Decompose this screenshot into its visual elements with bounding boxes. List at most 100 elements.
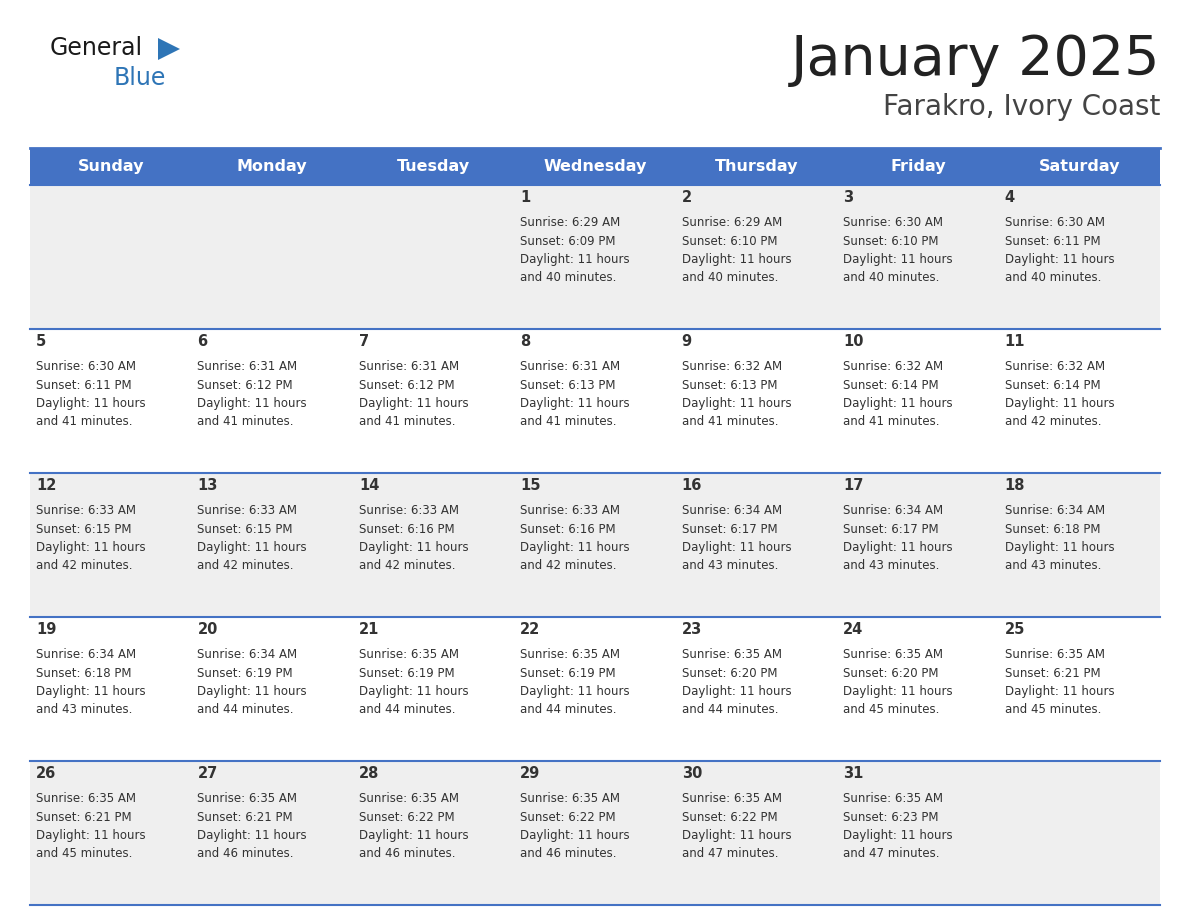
- Text: Sunrise: 6:30 AM: Sunrise: 6:30 AM: [843, 217, 943, 230]
- Text: Sunrise: 6:35 AM: Sunrise: 6:35 AM: [1005, 648, 1105, 661]
- Text: Sunday: Sunday: [77, 159, 144, 174]
- Text: 16: 16: [682, 478, 702, 493]
- Text: Sunrise: 6:35 AM: Sunrise: 6:35 AM: [520, 648, 620, 661]
- Text: Sunrise: 6:35 AM: Sunrise: 6:35 AM: [682, 792, 782, 805]
- Text: Daylight: 11 hours: Daylight: 11 hours: [1005, 397, 1114, 410]
- Text: 7: 7: [359, 334, 369, 349]
- Text: Daylight: 11 hours: Daylight: 11 hours: [843, 829, 953, 842]
- Text: Daylight: 11 hours: Daylight: 11 hours: [359, 829, 468, 842]
- Text: Sunset: 6:13 PM: Sunset: 6:13 PM: [682, 378, 777, 392]
- Text: Sunset: 6:09 PM: Sunset: 6:09 PM: [520, 235, 615, 248]
- Text: Daylight: 11 hours: Daylight: 11 hours: [843, 685, 953, 698]
- Text: 26: 26: [36, 766, 56, 781]
- Text: Daylight: 11 hours: Daylight: 11 hours: [197, 685, 307, 698]
- Text: Daylight: 11 hours: Daylight: 11 hours: [197, 397, 307, 410]
- Text: Friday: Friday: [890, 159, 946, 174]
- Polygon shape: [158, 38, 181, 60]
- Text: 11: 11: [1005, 334, 1025, 349]
- Text: and 46 minutes.: and 46 minutes.: [359, 847, 455, 860]
- Text: Daylight: 11 hours: Daylight: 11 hours: [36, 541, 146, 554]
- Text: Sunset: 6:19 PM: Sunset: 6:19 PM: [520, 666, 615, 679]
- Text: and 43 minutes.: and 43 minutes.: [843, 559, 940, 573]
- Text: and 45 minutes.: and 45 minutes.: [1005, 703, 1101, 716]
- Text: Sunset: 6:19 PM: Sunset: 6:19 PM: [197, 666, 293, 679]
- Text: 31: 31: [843, 766, 864, 781]
- Text: Sunset: 6:12 PM: Sunset: 6:12 PM: [197, 378, 293, 392]
- Text: and 41 minutes.: and 41 minutes.: [843, 415, 940, 429]
- Text: 1: 1: [520, 190, 531, 205]
- Text: Daylight: 11 hours: Daylight: 11 hours: [843, 253, 953, 266]
- Text: 5: 5: [36, 334, 46, 349]
- Text: Sunrise: 6:30 AM: Sunrise: 6:30 AM: [36, 360, 135, 374]
- Text: and 47 minutes.: and 47 minutes.: [682, 847, 778, 860]
- Text: Sunrise: 6:31 AM: Sunrise: 6:31 AM: [359, 360, 459, 374]
- Text: Sunrise: 6:29 AM: Sunrise: 6:29 AM: [520, 217, 620, 230]
- Text: Sunset: 6:23 PM: Sunset: 6:23 PM: [843, 811, 939, 823]
- Text: Sunset: 6:12 PM: Sunset: 6:12 PM: [359, 378, 455, 392]
- Text: and 44 minutes.: and 44 minutes.: [520, 703, 617, 716]
- Text: and 46 minutes.: and 46 minutes.: [197, 847, 293, 860]
- Text: and 40 minutes.: and 40 minutes.: [682, 272, 778, 285]
- Text: Sunset: 6:19 PM: Sunset: 6:19 PM: [359, 666, 455, 679]
- Text: and 42 minutes.: and 42 minutes.: [36, 559, 133, 573]
- Text: Sunrise: 6:35 AM: Sunrise: 6:35 AM: [843, 648, 943, 661]
- Text: Sunrise: 6:32 AM: Sunrise: 6:32 AM: [682, 360, 782, 374]
- Text: and 45 minutes.: and 45 minutes.: [843, 703, 940, 716]
- Text: Farakro, Ivory Coast: Farakro, Ivory Coast: [883, 93, 1159, 121]
- Text: 10: 10: [843, 334, 864, 349]
- Text: 23: 23: [682, 622, 702, 637]
- Bar: [30, 185, 1159, 329]
- Text: Daylight: 11 hours: Daylight: 11 hours: [843, 397, 953, 410]
- Text: Sunset: 6:14 PM: Sunset: 6:14 PM: [843, 378, 939, 392]
- Text: 22: 22: [520, 622, 541, 637]
- Text: 18: 18: [1005, 478, 1025, 493]
- Text: and 42 minutes.: and 42 minutes.: [1005, 415, 1101, 429]
- Text: Sunrise: 6:30 AM: Sunrise: 6:30 AM: [1005, 217, 1105, 230]
- Text: Daylight: 11 hours: Daylight: 11 hours: [359, 541, 468, 554]
- Text: Daylight: 11 hours: Daylight: 11 hours: [1005, 253, 1114, 266]
- Text: Sunset: 6:20 PM: Sunset: 6:20 PM: [682, 666, 777, 679]
- Text: and 45 minutes.: and 45 minutes.: [36, 847, 132, 860]
- Text: 29: 29: [520, 766, 541, 781]
- Text: Tuesday: Tuesday: [397, 159, 470, 174]
- Text: 15: 15: [520, 478, 541, 493]
- Text: Sunset: 6:21 PM: Sunset: 6:21 PM: [1005, 666, 1100, 679]
- Text: Sunset: 6:18 PM: Sunset: 6:18 PM: [36, 666, 132, 679]
- Text: and 41 minutes.: and 41 minutes.: [359, 415, 455, 429]
- Text: and 41 minutes.: and 41 minutes.: [682, 415, 778, 429]
- Text: Daylight: 11 hours: Daylight: 11 hours: [197, 541, 307, 554]
- Text: and 42 minutes.: and 42 minutes.: [359, 559, 455, 573]
- Text: 2: 2: [682, 190, 691, 205]
- Text: Sunset: 6:22 PM: Sunset: 6:22 PM: [520, 811, 615, 823]
- Text: and 44 minutes.: and 44 minutes.: [682, 703, 778, 716]
- Text: 27: 27: [197, 766, 217, 781]
- Text: and 40 minutes.: and 40 minutes.: [1005, 272, 1101, 285]
- Text: Daylight: 11 hours: Daylight: 11 hours: [359, 397, 468, 410]
- Text: and 41 minutes.: and 41 minutes.: [520, 415, 617, 429]
- Text: and 44 minutes.: and 44 minutes.: [197, 703, 293, 716]
- Text: Daylight: 11 hours: Daylight: 11 hours: [682, 541, 791, 554]
- Text: Sunrise: 6:35 AM: Sunrise: 6:35 AM: [520, 792, 620, 805]
- Text: Thursday: Thursday: [715, 159, 798, 174]
- Text: Daylight: 11 hours: Daylight: 11 hours: [1005, 541, 1114, 554]
- Text: Sunset: 6:13 PM: Sunset: 6:13 PM: [520, 378, 615, 392]
- Text: Daylight: 11 hours: Daylight: 11 hours: [682, 685, 791, 698]
- Text: Daylight: 11 hours: Daylight: 11 hours: [520, 685, 630, 698]
- Text: Daylight: 11 hours: Daylight: 11 hours: [197, 829, 307, 842]
- Text: Sunrise: 6:35 AM: Sunrise: 6:35 AM: [359, 792, 459, 805]
- Text: 8: 8: [520, 334, 531, 349]
- Text: 14: 14: [359, 478, 379, 493]
- Text: Sunrise: 6:35 AM: Sunrise: 6:35 AM: [843, 792, 943, 805]
- Text: Sunset: 6:11 PM: Sunset: 6:11 PM: [36, 378, 132, 392]
- Text: 20: 20: [197, 622, 217, 637]
- Text: Daylight: 11 hours: Daylight: 11 hours: [843, 541, 953, 554]
- Text: Sunset: 6:15 PM: Sunset: 6:15 PM: [36, 522, 132, 535]
- Text: Sunset: 6:10 PM: Sunset: 6:10 PM: [843, 235, 939, 248]
- Text: and 44 minutes.: and 44 minutes.: [359, 703, 455, 716]
- Text: Sunrise: 6:34 AM: Sunrise: 6:34 AM: [843, 504, 943, 517]
- Text: Daylight: 11 hours: Daylight: 11 hours: [36, 685, 146, 698]
- Text: Blue: Blue: [114, 66, 166, 90]
- Text: Sunrise: 6:31 AM: Sunrise: 6:31 AM: [197, 360, 297, 374]
- Text: Sunrise: 6:29 AM: Sunrise: 6:29 AM: [682, 217, 782, 230]
- Text: Daylight: 11 hours: Daylight: 11 hours: [682, 829, 791, 842]
